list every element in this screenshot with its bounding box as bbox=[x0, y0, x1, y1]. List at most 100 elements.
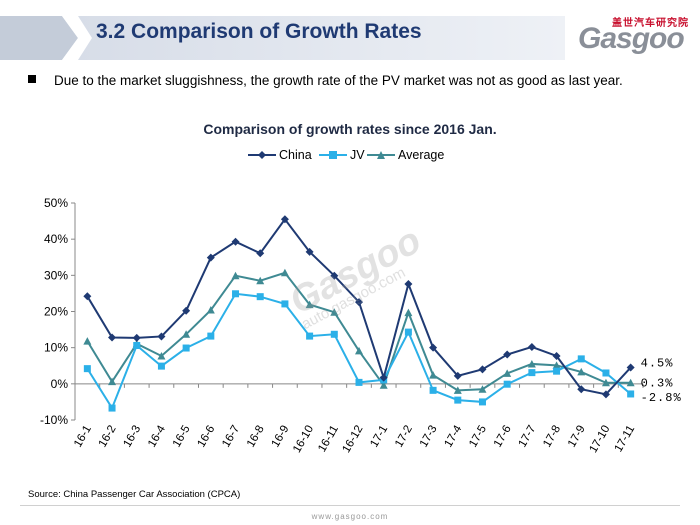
series-line-china bbox=[86, 217, 632, 396]
data-point-average bbox=[305, 300, 314, 309]
data-point-average bbox=[626, 378, 635, 387]
data-point-average bbox=[330, 308, 339, 316]
data-point-jv bbox=[306, 332, 314, 340]
data-point-jv bbox=[627, 390, 635, 398]
x-tick-label: 16-8 bbox=[245, 424, 267, 450]
data-point-jv bbox=[355, 378, 363, 386]
y-tick-label: 40% bbox=[44, 232, 68, 246]
data-point-jv bbox=[528, 369, 536, 377]
data-point-china bbox=[206, 253, 215, 262]
end-data-label: -2.8% bbox=[641, 391, 682, 405]
data-point-average bbox=[280, 268, 289, 277]
series-line-average bbox=[86, 271, 631, 392]
y-tick-label: 10% bbox=[44, 341, 68, 355]
data-point-average bbox=[379, 381, 388, 389]
x-tick-label: 16-4 bbox=[146, 423, 168, 449]
data-point-china bbox=[503, 350, 512, 359]
legend-label-jv: JV bbox=[350, 148, 365, 162]
data-point-china bbox=[157, 332, 166, 341]
data-point-china bbox=[355, 298, 363, 307]
header-band bbox=[78, 16, 565, 60]
x-tick-label: 17-5 bbox=[467, 424, 489, 450]
data-point-average bbox=[453, 386, 462, 394]
data-point-jv bbox=[83, 365, 91, 373]
data-point-average bbox=[552, 361, 561, 369]
data-point-jv bbox=[330, 330, 338, 338]
x-tick-label: 17-8 bbox=[541, 424, 563, 450]
data-point-jv bbox=[157, 362, 165, 370]
data-point-jv bbox=[182, 344, 190, 352]
end-data-label: 0.3% bbox=[641, 377, 674, 391]
data-point-average bbox=[404, 308, 413, 317]
data-point-average bbox=[429, 371, 438, 379]
bullet-square-icon bbox=[28, 75, 36, 83]
data-point-china bbox=[132, 333, 141, 342]
data-point-china bbox=[108, 333, 117, 342]
data-point-jv bbox=[256, 293, 264, 301]
page-title: 3.2 Comparison of Growth Rates bbox=[96, 20, 422, 43]
data-point-jv bbox=[207, 332, 215, 340]
x-tick-label: 16-1 bbox=[72, 424, 94, 450]
data-point-average bbox=[157, 351, 166, 360]
data-point-jv bbox=[108, 404, 116, 412]
bullet-text: Due to the market sluggishness, the grow… bbox=[54, 73, 623, 88]
data-point-average bbox=[83, 337, 92, 345]
x-tick-label: 17-3 bbox=[418, 424, 440, 450]
data-point-china bbox=[626, 363, 635, 372]
legend-label-average: Average bbox=[398, 148, 445, 162]
data-point-china bbox=[231, 237, 240, 246]
data-point-average bbox=[108, 377, 117, 386]
x-tick-label: 16-9 bbox=[270, 424, 292, 450]
end-data-label: 4.5% bbox=[641, 357, 674, 371]
data-point-china bbox=[453, 371, 462, 380]
x-tick-label: 17-6 bbox=[492, 424, 514, 450]
legend-china-diamond-icon bbox=[248, 151, 276, 159]
source-note: Source: China Passenger Car Association … bbox=[28, 489, 241, 500]
legend-average-triangle-icon bbox=[367, 151, 395, 159]
data-point-average bbox=[256, 276, 265, 285]
data-point-china bbox=[478, 365, 487, 374]
data-point-china bbox=[527, 342, 536, 351]
data-point-china bbox=[280, 215, 289, 224]
y-tick-label: 50% bbox=[44, 196, 68, 210]
chart-legend: China JV Average bbox=[0, 148, 700, 164]
x-tick-label: 16-7 bbox=[220, 424, 242, 450]
x-tick-label: 17-7 bbox=[517, 424, 539, 450]
legend-item-average: Average bbox=[367, 148, 444, 162]
x-tick-label: 16-3 bbox=[121, 424, 143, 450]
data-point-china bbox=[429, 343, 438, 352]
header-chevron-dark bbox=[0, 16, 78, 60]
data-point-china bbox=[379, 373, 388, 382]
data-point-jv bbox=[503, 380, 511, 388]
legend-item-jv: JV bbox=[319, 148, 365, 162]
data-point-jv bbox=[281, 300, 289, 308]
x-tick-label: 16-12 bbox=[340, 424, 365, 455]
header-bar bbox=[0, 16, 565, 60]
legend-label-china: China bbox=[279, 148, 312, 162]
data-point-china bbox=[404, 280, 413, 289]
data-point-jv bbox=[577, 355, 585, 363]
x-tick-label: 16-5 bbox=[171, 424, 193, 450]
data-point-average bbox=[231, 271, 240, 280]
legend-jv-square-icon bbox=[319, 151, 347, 159]
data-point-jv bbox=[429, 386, 437, 394]
x-tick-label: 17-11 bbox=[613, 424, 638, 455]
x-tick-label: 17-4 bbox=[442, 423, 464, 449]
data-point-average bbox=[527, 359, 536, 368]
x-tick-label: 16-6 bbox=[196, 424, 218, 450]
legend-item-china: China bbox=[248, 148, 312, 162]
data-point-china bbox=[83, 292, 92, 301]
data-point-average bbox=[182, 330, 191, 338]
x-tick-label: 17-9 bbox=[566, 424, 588, 450]
data-point-average bbox=[601, 378, 610, 387]
chart-title: Comparison of growth rates since 2016 Ja… bbox=[203, 121, 497, 137]
logo-cn-text: 盖世汽车研究院 bbox=[612, 18, 689, 29]
data-point-jv bbox=[454, 396, 462, 404]
header-chevron-gap bbox=[62, 16, 88, 60]
data-point-average bbox=[577, 367, 586, 376]
data-point-average bbox=[478, 385, 487, 393]
data-point-jv bbox=[232, 290, 240, 298]
data-point-china bbox=[577, 385, 586, 394]
data-point-jv bbox=[553, 367, 561, 375]
x-tick-label: 16-11 bbox=[316, 424, 341, 455]
